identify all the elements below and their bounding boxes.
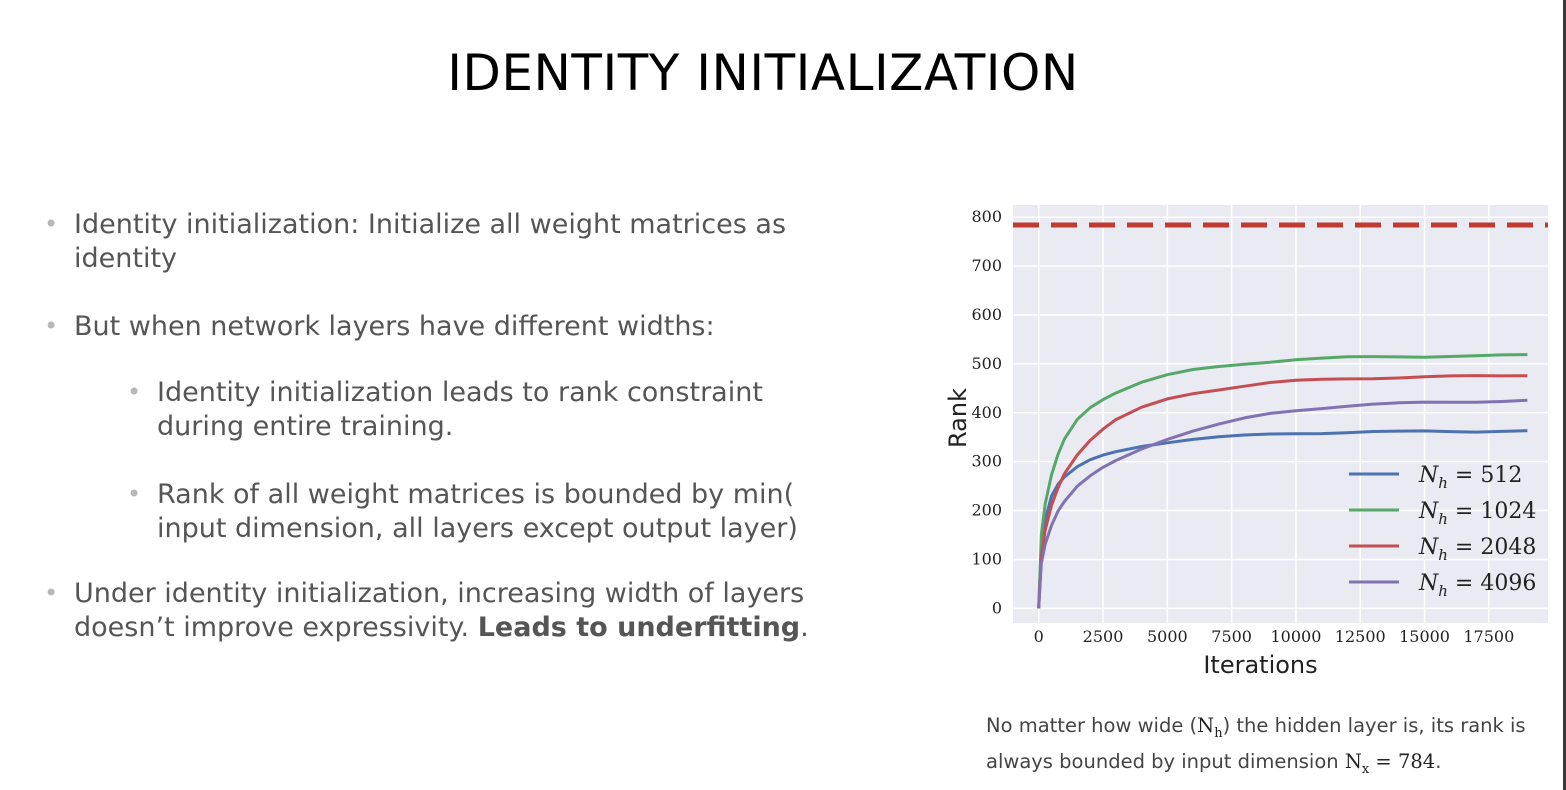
bullet-item: • Identity initialization: Initialize al…	[44, 208, 874, 276]
sub-bullet-item: • Identity initialization leads to rank …	[127, 376, 837, 444]
x-tick-label: 2500	[1083, 627, 1124, 646]
caption-text: No matter how wide (	[986, 714, 1198, 737]
y-tick-label: 800	[971, 207, 1002, 226]
legend-label: Nh = 1024	[1418, 499, 1536, 528]
bullet-text: Rank of all weight matrices is bounded b…	[157, 479, 798, 544]
legend-label: Nh = 512	[1418, 463, 1522, 492]
legend-label: Nh = 4096	[1418, 571, 1536, 600]
bullet-text: But when network layers have different w…	[74, 311, 715, 342]
y-axis-label: Rank	[944, 388, 972, 448]
x-tick-label: 17500	[1463, 627, 1514, 646]
chart-caption: No matter how wide (Nh) the hidden layer…	[986, 712, 1556, 784]
bullet-text: Under identity initialization, increasin…	[74, 578, 805, 643]
slide-title: IDENTITY INITIALIZATION	[447, 44, 1079, 102]
nh-sub: h	[1214, 725, 1223, 741]
bullet-dot-icon: •	[44, 210, 59, 238]
sub-bullet-item: • Rank of all weight matrices is bounded…	[127, 478, 847, 546]
y-tick-label: 500	[971, 354, 1002, 373]
series-line	[1037, 353, 1528, 609]
caption-end: .	[1435, 749, 1442, 773]
y-tick-label: 600	[971, 305, 1002, 324]
series-line	[1037, 398, 1528, 609]
bullet-dot-icon: •	[44, 579, 59, 607]
bullet-item: • Under identity initialization, increas…	[44, 577, 864, 645]
legend-label: Nh = 2048	[1418, 535, 1536, 564]
y-tick-label: 700	[971, 256, 1002, 275]
bullet-item: • But when network layers have different…	[44, 310, 874, 344]
nx-base: N	[1344, 749, 1362, 773]
x-axis-label: Iterations	[1203, 651, 1317, 679]
x-tick-label: 12500	[1335, 627, 1386, 646]
bullet-emphasis: Leads to underfitting	[477, 612, 801, 643]
x-tick-label: 15000	[1399, 627, 1450, 646]
x-tick-label: 7500	[1211, 627, 1252, 646]
x-tick-label: 0	[1034, 627, 1044, 646]
nx-equation: Nx = 784	[1344, 749, 1436, 777]
bullet-text: Identity initialization leads to rank co…	[157, 377, 763, 442]
y-tick-label: 400	[971, 403, 1002, 422]
rank-chart: 0 100 200 300 400 500 600 700 800 0 2500 5000 7500 10…	[944, 205, 1548, 679]
bullet-dot-icon: •	[44, 312, 59, 340]
y-tick-label: 200	[971, 501, 1002, 520]
right-edge-border	[1563, 0, 1566, 790]
nh-base: N	[1197, 714, 1215, 737]
series-line	[1037, 374, 1528, 609]
x-tick-label: 10000	[1270, 627, 1321, 646]
y-tick-label: 100	[971, 549, 1002, 568]
caption-text: ) the hidden layer is, its rank is alway…	[986, 714, 1526, 773]
bullet-text-end: .	[800, 612, 809, 643]
nx-sub: x	[1361, 761, 1370, 777]
y-tick-label: 300	[971, 452, 1002, 471]
nh-symbol: Nh	[1197, 714, 1222, 741]
bullet-dot-icon: •	[127, 378, 142, 406]
y-tick-label: 0	[992, 598, 1002, 617]
bullet-text: Identity initialization: Initialize all …	[74, 209, 787, 274]
plot-area	[1013, 205, 1548, 623]
x-tick-label: 5000	[1147, 627, 1188, 646]
bullet-dot-icon: •	[127, 480, 142, 508]
nx-value: = 784	[1369, 749, 1436, 773]
